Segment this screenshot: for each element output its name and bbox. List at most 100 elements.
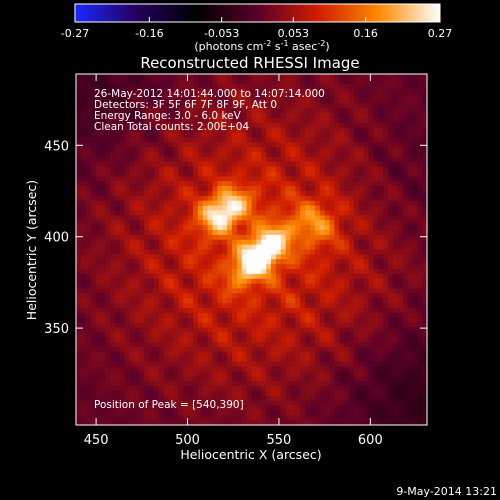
heatmap-cell: [246, 176, 253, 182]
heatmap-cell: [144, 166, 150, 173]
heatmap-cell: [212, 74, 218, 80]
heatmap-cell: [275, 215, 282, 221]
heatmap-cell: [344, 200, 350, 207]
heatmap-cell: [368, 293, 374, 299]
heatmap-cell: [373, 264, 379, 270]
heatmap-cell: [227, 249, 233, 255]
heatmap-cell: [363, 103, 370, 109]
heatmap-cell: [115, 376, 121, 382]
heatmap-cell: [373, 269, 379, 275]
heatmap-cell: [183, 356, 189, 363]
heatmap-cell: [422, 122, 428, 129]
heatmap-cell: [271, 386, 277, 392]
heatmap-cell: [422, 259, 428, 265]
heatmap-cell: [115, 371, 121, 377]
heatmap-cell: [324, 205, 331, 212]
heatmap-cell: [80, 249, 87, 255]
heatmap-cell: [80, 273, 87, 280]
heatmap-cell: [397, 108, 404, 114]
heatmap-cell: [339, 200, 345, 207]
heatmap-cell: [329, 215, 335, 221]
heatmap-cell: [422, 361, 428, 368]
heatmap-cell: [197, 361, 204, 368]
heatmap-cell: [368, 351, 374, 358]
heatmap-cell: [280, 249, 287, 255]
heatmap-cell: [188, 137, 194, 143]
heatmap-cell: [95, 181, 101, 187]
heatmap-cell: [134, 195, 140, 202]
heatmap-cell: [358, 249, 365, 255]
heatmap-cell: [212, 288, 218, 294]
heatmap-cell: [378, 386, 384, 392]
heatmap-cell: [314, 161, 321, 168]
heatmap-cell: [139, 400, 145, 407]
heatmap-cell: [100, 254, 106, 260]
heatmap-cell: [407, 327, 413, 333]
heatmap-cell: [110, 176, 116, 182]
heatmap-cell: [129, 171, 136, 177]
heatmap-cell: [412, 88, 418, 95]
heatmap-cell: [422, 351, 428, 358]
heatmap-cell: [266, 317, 272, 324]
heatmap-cell: [163, 400, 170, 407]
heatmap-cell: [168, 361, 175, 368]
heatmap-cell: [241, 356, 248, 363]
heatmap-cell: [193, 142, 199, 148]
heatmap-cell: [407, 142, 413, 148]
heatmap-cell: [212, 390, 218, 397]
heatmap-cell: [134, 405, 140, 411]
heatmap-cell: [344, 298, 350, 304]
heatmap-cell: [168, 88, 175, 95]
heatmap-cell: [241, 195, 248, 202]
heatmap-cell: [246, 303, 253, 309]
heatmap-cell: [329, 381, 335, 387]
heatmap-cell: [256, 166, 262, 173]
heatmap-cell: [207, 239, 214, 246]
heatmap-cell: [134, 264, 140, 270]
heatmap-cell: [100, 74, 106, 80]
heatmap-cell: [85, 303, 92, 309]
heatmap-cell: [183, 390, 189, 397]
heatmap-cell: [188, 122, 194, 129]
heatmap-cell: [144, 156, 150, 163]
heatmap-cell: [76, 342, 82, 348]
heatmap-cell: [383, 356, 389, 363]
heatmap-cell: [134, 376, 140, 382]
heatmap-cell: [310, 273, 316, 280]
heatmap-cell: [300, 195, 306, 202]
heatmap-cell: [358, 176, 365, 182]
heatmap-cell: [168, 283, 175, 290]
heatmap-cell: [134, 298, 140, 304]
heatmap-cell: [310, 317, 316, 324]
heatmap-cell: [329, 156, 335, 163]
heatmap-cell: [261, 351, 267, 358]
heatmap-cell: [266, 390, 272, 397]
heatmap-cell: [183, 303, 189, 309]
heatmap-cell: [319, 147, 326, 153]
heatmap-cell: [256, 386, 262, 392]
heatmap-cell: [168, 347, 175, 353]
heatmap-cell: [115, 239, 121, 246]
heatmap-cell: [334, 269, 340, 275]
heatmap-cell: [124, 103, 131, 109]
heatmap-cell: [188, 220, 194, 226]
heatmap-cell: [236, 259, 243, 265]
heatmap-cell: [129, 293, 136, 299]
heatmap-cell: [310, 371, 316, 377]
heatmap-cell: [295, 166, 301, 173]
heatmap-cell: [314, 308, 321, 314]
heatmap-cell: [256, 78, 262, 85]
heatmap-cell: [275, 98, 282, 104]
heatmap-cell: [178, 132, 184, 138]
heatmap-cell: [319, 137, 326, 143]
heatmap-cell: [207, 254, 214, 260]
heatmap-cell: [319, 322, 326, 329]
heatmap-cell: [139, 288, 145, 294]
heatmap-cell: [397, 181, 404, 187]
heatmap-cell: [144, 230, 150, 236]
heatmap-cell: [144, 317, 150, 324]
heatmap-cell: [310, 327, 316, 333]
heatmap-cell: [383, 171, 389, 177]
heatmap-cell: [329, 254, 335, 260]
heatmap-cell: [232, 93, 238, 99]
